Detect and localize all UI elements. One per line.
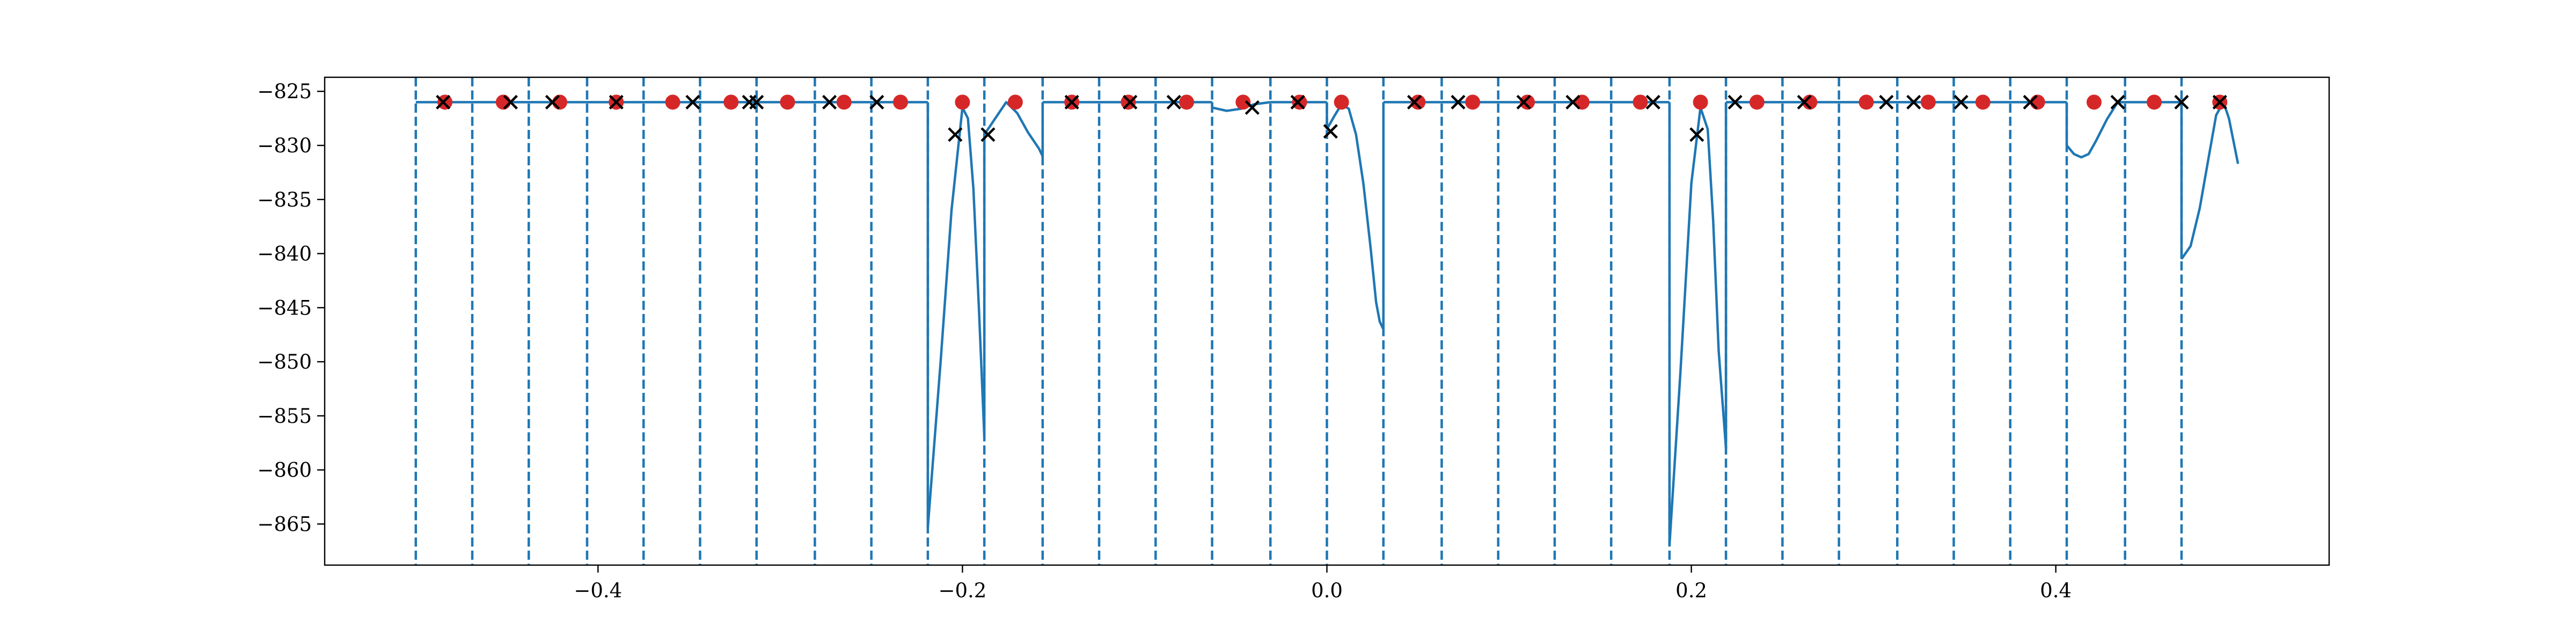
cross-point — [1290, 94, 1305, 109]
y-tick-label: −855 — [257, 405, 312, 428]
cross-point — [1565, 94, 1580, 109]
cross-point — [436, 94, 451, 109]
y-tick-label: −840 — [257, 243, 312, 266]
red-dot-point — [1334, 94, 1349, 110]
x-tick-label: −0.4 — [574, 579, 622, 602]
y-tick-label: −825 — [257, 80, 312, 103]
x-tick-label: 0.4 — [2040, 579, 2072, 602]
red-dot-point — [2030, 94, 2045, 110]
cross-point — [1906, 94, 1921, 109]
red-dot-point — [1292, 94, 1307, 110]
red-dot-point — [1693, 94, 1708, 110]
red-dot-point — [1410, 94, 1426, 110]
cross-point — [749, 94, 764, 109]
red-dot-point — [1007, 94, 1023, 110]
cross-point — [1064, 94, 1079, 109]
red-dot-point — [1520, 94, 1535, 110]
red-dot-point — [665, 94, 680, 110]
x-tick-label: 0.0 — [1311, 579, 1343, 602]
cross-point — [609, 94, 624, 109]
cross-point — [2174, 94, 2189, 109]
red-dot-point — [1235, 94, 1251, 110]
red-dot-point — [1921, 94, 1936, 110]
red-dot-point — [955, 94, 970, 110]
cross-point — [2110, 94, 2125, 109]
line-segment — [1668, 106, 1728, 546]
y-tick-label: −865 — [257, 513, 312, 536]
cross-point — [1123, 94, 1138, 109]
y-tick-label: −850 — [257, 350, 312, 374]
cross-point — [1166, 94, 1181, 109]
cross-point — [980, 127, 996, 142]
cross-point — [948, 127, 963, 142]
red-dot-point — [437, 94, 453, 110]
line-segment — [926, 106, 986, 528]
red-dot-point — [723, 94, 739, 110]
cross-point — [1451, 94, 1466, 109]
red-dot-point — [2147, 94, 2162, 110]
red-dot-point — [1179, 94, 1195, 110]
red-dot-point — [1802, 94, 1818, 110]
x-tick-label: 0.2 — [1675, 579, 1707, 602]
cross-point — [1407, 94, 1422, 109]
y-axis-ticks: −825 −830 −835 −840 −845 −850 −855 −860 −865 — [257, 80, 325, 536]
y-tick-label: −845 — [257, 296, 312, 319]
red-dot-point — [1749, 94, 1765, 110]
cross-point — [2023, 94, 2038, 109]
cross-point — [2212, 94, 2227, 109]
red-dot-point — [2086, 94, 2102, 110]
x-tick-label: −0.2 — [938, 579, 986, 602]
cross-point — [1645, 94, 1660, 109]
red-dot-point — [552, 94, 568, 110]
line-segment — [1326, 103, 1385, 330]
y-tick-label: −835 — [257, 188, 312, 211]
cross-point — [685, 94, 700, 109]
line-segment — [2180, 101, 2240, 260]
cross-point — [1879, 94, 1894, 109]
cross-point — [822, 94, 837, 109]
cross-point — [1245, 100, 1260, 115]
cross-markers — [436, 94, 2227, 142]
red-dot-point — [1465, 94, 1481, 110]
y-tick-label: −830 — [257, 134, 312, 157]
cross-point — [1953, 94, 1968, 109]
y-tick-label: −860 — [257, 459, 312, 482]
line-segment — [983, 101, 1044, 157]
red-dot-point — [892, 94, 908, 110]
cross-point — [545, 94, 560, 109]
cross-point — [1797, 94, 1812, 109]
cross-point — [1323, 124, 1338, 139]
cross-point — [1516, 94, 1531, 109]
x-axis-ticks: −0.4 −0.2 0.0 0.2 0.4 — [574, 565, 2072, 602]
segment-boundaries — [414, 77, 2183, 565]
cross-point — [503, 94, 518, 109]
cross-point — [869, 94, 884, 109]
red-dot-point — [836, 94, 852, 110]
red-dot-point — [1633, 94, 1648, 110]
red-dot-point — [495, 94, 511, 110]
red-dot-point — [1975, 94, 1990, 110]
cross-point — [1689, 127, 1704, 142]
red-dot-point — [780, 94, 795, 110]
red-dot-point — [1121, 94, 1136, 110]
red-dot-point — [1858, 94, 1874, 110]
cross-point — [1728, 94, 1743, 109]
